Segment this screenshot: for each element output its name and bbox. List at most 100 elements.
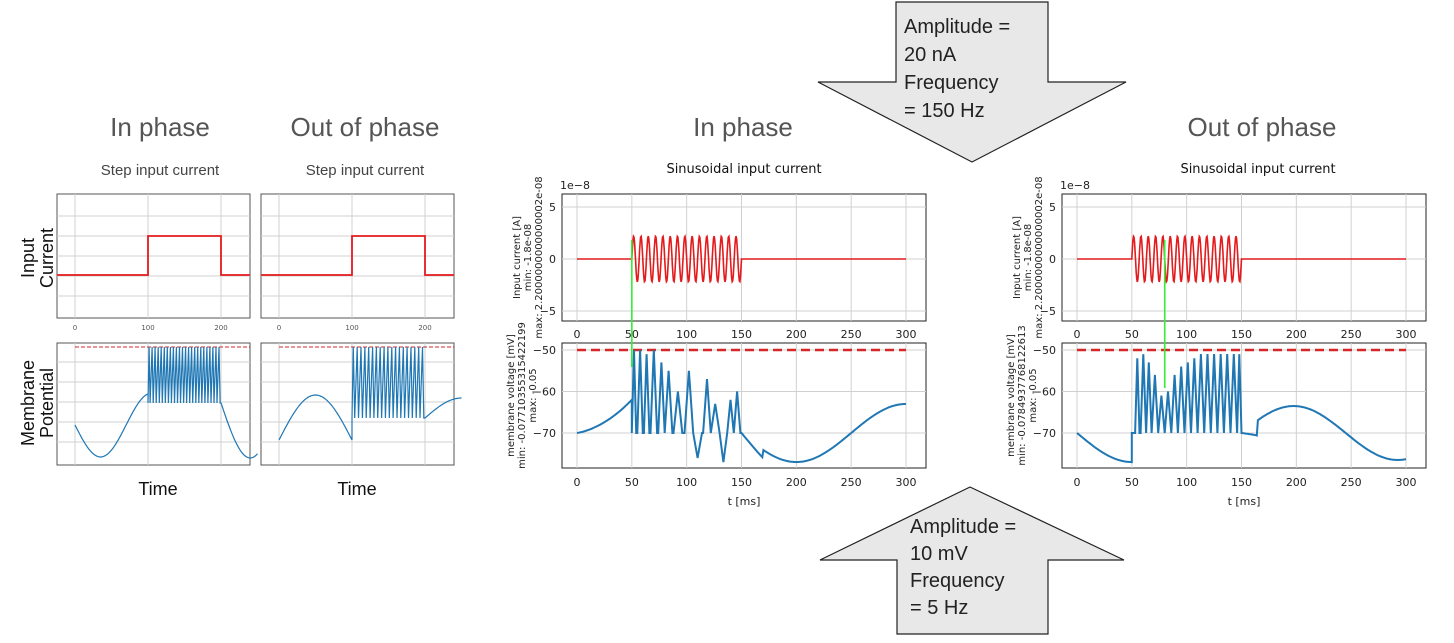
x-tick-top: 50 [1125, 328, 1139, 341]
heading-out-of-phase-sin: Out of phase [1188, 112, 1337, 142]
y-tick-bottom: −60 [1033, 386, 1056, 399]
x-tick-top: 250 [841, 328, 862, 341]
ylabel-group: min: -0.0784937768122613 [1017, 325, 1028, 465]
arrow-top-line-3: Frequency [904, 72, 999, 94]
x-tick-bottom: 250 [841, 476, 862, 489]
x-tick-top: 150 [731, 328, 752, 341]
y-axis-label-top: min: -1.8e-08 [523, 224, 534, 291]
step-current-line [261, 235, 454, 276]
y-tick-top: 5 [549, 201, 556, 214]
sin-panel-out-of-phase: 00505010010015015020020025025030030050−5… [1006, 176, 1427, 508]
step-xlabel-out: Time [337, 479, 376, 499]
membrane-trace [278, 346, 462, 441]
row-label-current: Current [37, 228, 57, 288]
y-axis-label-top: max: 2.2000000000000002e-08 [534, 176, 545, 338]
y-axis-label-bottom: min: -0.07710355315422199 [517, 322, 528, 469]
y-tick-top: 0 [549, 253, 556, 266]
x-tick-top: 250 [1341, 328, 1362, 341]
heading-in-phase-step: In phase [110, 112, 210, 142]
step-xlabel-in: Time [138, 479, 177, 499]
arrow-down-stimulus: Amplitude = 20 nA Frequency = 150 Hz [817, 1, 1127, 163]
voltage-trace [576, 349, 907, 464]
ylabel-group: max: -0.05 [1028, 368, 1039, 422]
x-tick-top: 200 [1286, 328, 1307, 341]
x-tick-bottom: 200 [786, 476, 807, 489]
arrow-bottom-line-1: Amplitude = [910, 516, 1016, 538]
y-tick-bottom: −60 [533, 386, 556, 399]
x-axis-label: t [ms] [1228, 495, 1261, 508]
y-axis-label-top: Input current [A] [1012, 216, 1023, 299]
y-axis-label-top: min: -1.8e-08 [1023, 224, 1034, 291]
ylabel-group: min: -1.8e-08 [523, 224, 534, 291]
arrow-up-stimulus: Amplitude = 10 mV Frequency = 5 Hz [819, 486, 1125, 635]
x-tick-bottom: 150 [731, 476, 752, 489]
x-tick-top: 0 [574, 328, 581, 341]
x-tick-bottom: 200 [1286, 476, 1307, 489]
y-axis-label-bottom: max: -0.05 [1028, 368, 1039, 422]
y-tick-bottom: −70 [1033, 427, 1056, 440]
arrow-up-shape [819, 486, 1125, 635]
x-tick-bottom: 100 [676, 476, 697, 489]
heading-out-of-phase-step: Out of phase [291, 112, 440, 142]
ylabel-group: Input current [A] [512, 216, 523, 299]
step-title-out: Step input current [306, 162, 425, 179]
current-axes [561, 193, 927, 322]
x-tick-bottom: 100 [1176, 476, 1197, 489]
ylabel-group: membrane voltage [mV] [506, 334, 517, 457]
voltage-axes [561, 342, 927, 469]
arrow-bottom-line-2: 10 mV [910, 543, 968, 565]
y-tick-top: 0 [1049, 253, 1056, 266]
heading-in-phase-sin: In phase [693, 112, 793, 142]
x-tick-top: 200 [786, 328, 807, 341]
voltage-axes [1061, 342, 1427, 469]
x-tick-bottom: 0 [1074, 476, 1081, 489]
step-current-line [57, 235, 250, 276]
voltage-trace [1076, 354, 1407, 464]
x-tick-bottom: 250 [1341, 476, 1362, 489]
x-tick-bottom: 50 [1125, 476, 1139, 489]
x-tick-bottom: 0 [574, 476, 581, 489]
row-label-membrane: Membrane [18, 360, 38, 446]
arrow-bottom-line-3: Frequency [910, 570, 1005, 592]
ylabel-group: max: 2.2000000000000002e-08 [534, 176, 545, 338]
current-tick-label: 100 [345, 324, 358, 332]
x-tick-top: 100 [676, 328, 697, 341]
current-axes [1061, 193, 1427, 322]
y-tick-bottom: −50 [1033, 344, 1056, 357]
y-tick-top: −5 [540, 305, 556, 318]
x-tick-top: 150 [1231, 328, 1252, 341]
x-tick-top: 300 [1395, 328, 1416, 341]
current-tick-label: 100 [141, 324, 154, 332]
sin-title-in: Sinusoidal input current [666, 162, 821, 177]
y-axis-label-top: Input current [A] [512, 216, 523, 299]
sin-panel-in-phase: 00505010010015015020020025025030030050−5… [506, 176, 927, 508]
membrane-trace [74, 346, 258, 459]
ylabel-group: max: 2.2000000000000002e-08 [1034, 176, 1045, 338]
ylabel-group: Input current [A] [1012, 216, 1023, 299]
row-label-input: Input [18, 238, 38, 278]
exponent-label: 1e−8 [1060, 179, 1090, 192]
y-tick-bottom: −70 [533, 427, 556, 440]
y-axis-label-bottom: min: -0.0784937768122613 [1017, 325, 1028, 465]
ylabel-group: membrane voltage [mV] [1006, 334, 1017, 457]
y-axis-label-top: max: 2.2000000000000002e-08 [1034, 176, 1045, 338]
arrow-down-shape [817, 1, 1127, 163]
ylabel-group: min: -1.8e-08 [1023, 224, 1034, 291]
current-tick-label: 0 [73, 324, 77, 332]
arrow-top-line-2: 20 nA [904, 44, 957, 66]
x-tick-bottom: 300 [1395, 476, 1416, 489]
row-label-potential: Potential [37, 368, 57, 438]
step-title-in: Step input current [101, 162, 220, 179]
arrow-top-line-1: Amplitude = [904, 16, 1010, 38]
y-axis-label-bottom: membrane voltage [mV] [1006, 334, 1017, 457]
current-tick-label: 200 [214, 324, 227, 332]
y-tick-top: 5 [1049, 201, 1056, 214]
x-tick-bottom: 300 [895, 476, 916, 489]
x-tick-top: 0 [1074, 328, 1081, 341]
step-panel-in-phase: 0 100 200 [56, 193, 258, 466]
x-tick-bottom: 150 [1231, 476, 1252, 489]
x-tick-top: 300 [895, 328, 916, 341]
arrow-bottom-line-4: = 5 Hz [910, 597, 968, 619]
current-tick-label: 0 [277, 324, 281, 332]
